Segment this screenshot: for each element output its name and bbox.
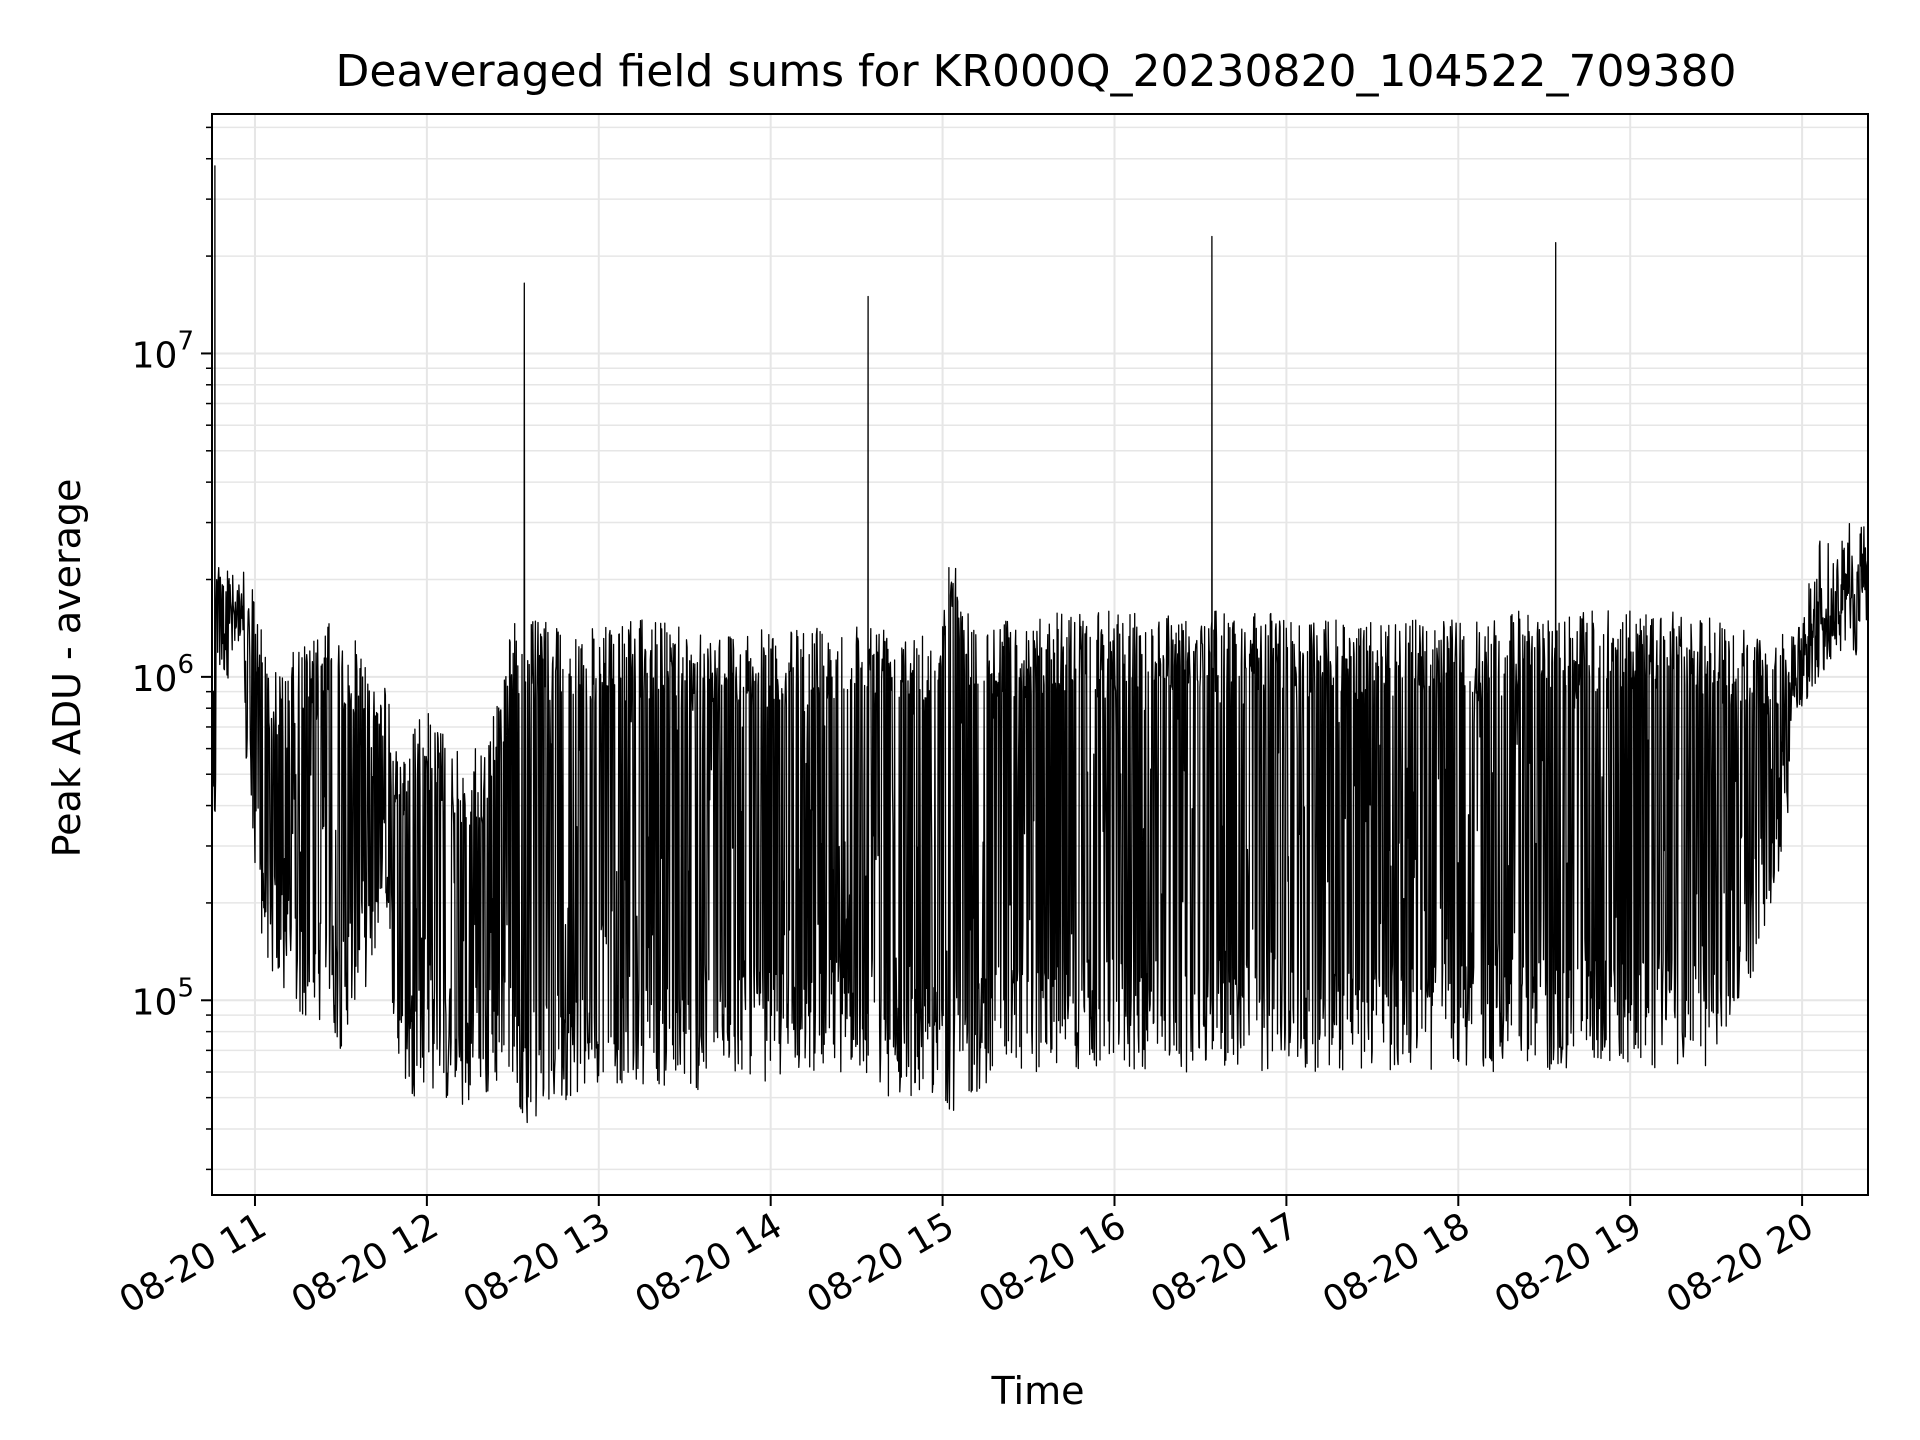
y-tick-label: 107 bbox=[132, 326, 194, 376]
y-tick-label: 106 bbox=[132, 650, 194, 700]
y-tick-label-base: 10 bbox=[132, 335, 178, 376]
data-line bbox=[211, 165, 1869, 1124]
data-series bbox=[211, 165, 1869, 1124]
plot-frame bbox=[211, 113, 1869, 1196]
y-tick-label-base: 10 bbox=[132, 659, 178, 700]
y-tick-label-exponent: 7 bbox=[177, 326, 194, 356]
y-tick-label-base: 10 bbox=[132, 982, 178, 1023]
y-tick-label-exponent: 6 bbox=[177, 650, 194, 680]
y-tick-label-exponent: 5 bbox=[177, 973, 194, 1003]
chart-title: Deaveraged field sums for KR000Q_2023082… bbox=[336, 46, 1737, 97]
y-axis-label: Peak ADU - average bbox=[45, 479, 89, 858]
y-tick-label: 105 bbox=[132, 973, 194, 1023]
x-axis-label: Time bbox=[991, 1369, 1085, 1413]
